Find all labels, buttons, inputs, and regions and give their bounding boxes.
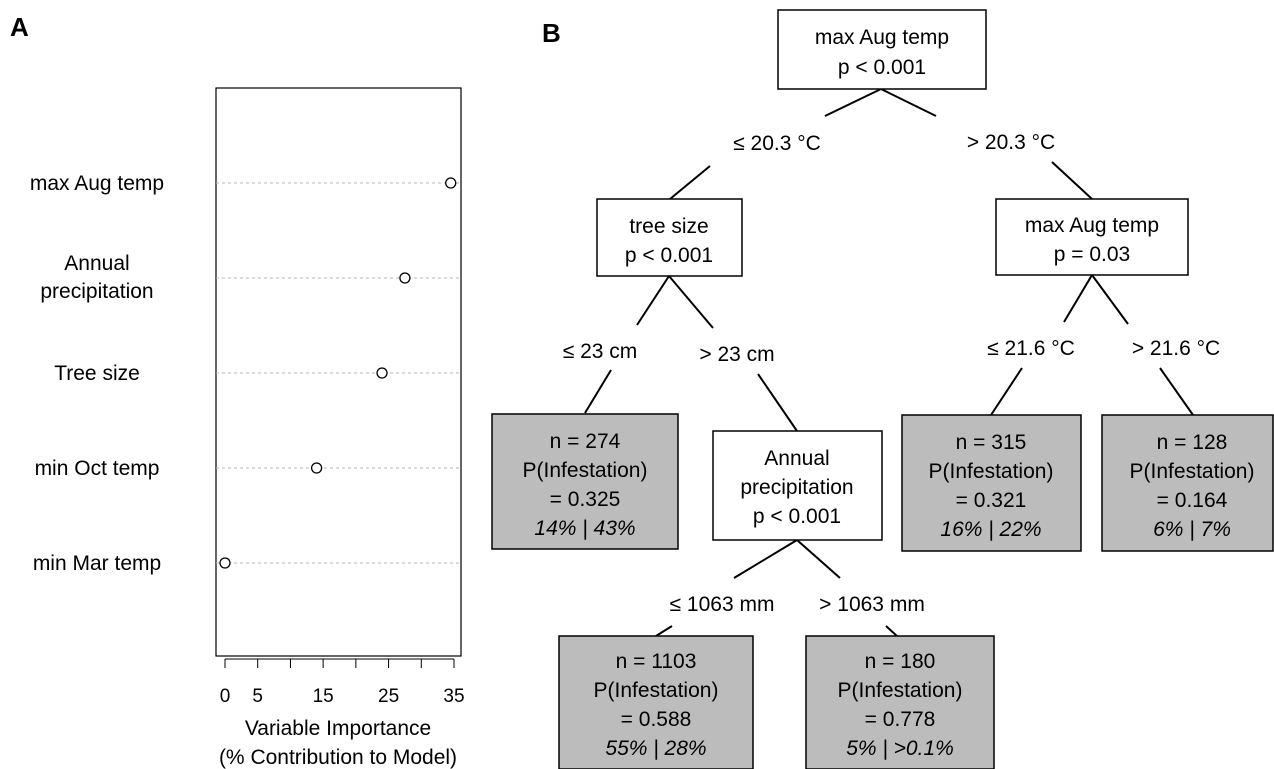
edge-root-right	[880, 88, 937, 117]
edge-ts-left-lower	[584, 369, 612, 414]
leaf-percentages: 16% | 22%	[940, 518, 1041, 541]
leaf-percentages: 55% | 28%	[605, 737, 706, 760]
node-tree-size-p: p < 0.001	[625, 244, 713, 267]
node-annual-line2: precipitation	[740, 476, 853, 499]
leaf-n: n = 1103	[616, 650, 697, 673]
leaf-value: = 0.588	[621, 708, 692, 731]
leaf-value: = 0.325	[550, 488, 621, 511]
category-label: min Oct temp	[35, 457, 160, 480]
data-point	[376, 367, 388, 379]
category-label: min Mar temp	[33, 552, 161, 575]
leaf-n: n = 274	[550, 430, 621, 453]
node-max-aug-p: p = 0.03	[1054, 243, 1130, 266]
data-point	[399, 272, 411, 284]
panel-a-label: A	[10, 12, 29, 42]
edge-root-left-lower	[669, 165, 711, 200]
leaf-node: n = 128 P(Infestation) = 0.164 6% | 7%	[1101, 414, 1274, 552]
edge-label-root-left: ≤ 20.3 °C	[733, 132, 821, 155]
plot-frame	[215, 87, 462, 657]
node-root-var: max Aug temp	[815, 26, 949, 49]
leaf-value: = 0.778	[865, 708, 936, 731]
edge-ap-left-lower	[655, 625, 673, 637]
edge-ap-right	[796, 539, 841, 579]
x-tick-label: 5	[252, 686, 263, 707]
edge-label-ts-right: > 23 cm	[699, 343, 774, 366]
data-point	[310, 462, 323, 474]
leaf-p-label: P(Infestation)	[929, 460, 1054, 483]
node-root-p: p < 0.001	[838, 56, 926, 79]
x-tick-label: 0	[220, 686, 231, 707]
edge-ap-right-lower	[885, 625, 898, 637]
data-point	[445, 177, 457, 189]
category-label: max Aug temp	[30, 172, 164, 195]
edge-label-ts-left: ≤ 23 cm	[563, 340, 638, 363]
leaf-p-label: P(Infestation)	[594, 679, 719, 702]
leaf-n: n = 180	[865, 650, 936, 673]
edge-ma-left	[1063, 274, 1093, 323]
edge-ma-right	[1091, 274, 1129, 325]
leaf-p-label: P(Infestation)	[1130, 460, 1255, 483]
node-max-aug-var: max Aug temp	[1025, 214, 1159, 237]
panel-b-label: B	[542, 18, 561, 48]
leaf-node: n = 1103 P(Infestation) = 0.588 55% | 28…	[558, 635, 754, 769]
edge-ap-left	[733, 539, 798, 579]
x-axis-title: Variable Importance	[245, 717, 431, 740]
leaf-value: = 0.164	[1157, 489, 1228, 512]
leaf-n: n = 315	[956, 431, 1027, 454]
edge-root-right-lower	[1051, 161, 1093, 200]
x-tick-label: 15	[313, 686, 334, 707]
leaf-percentages: 6% | 7%	[1153, 518, 1231, 541]
tree-edges	[584, 88, 1194, 637]
leaf-node: n = 274 P(Infestation) = 0.325 14% | 43%	[491, 413, 679, 550]
leaf-percentages: 14% | 43%	[534, 517, 635, 540]
leaf-percentages: 5% | >0.1%	[846, 737, 954, 760]
edge-ts-right-lower	[757, 373, 798, 432]
x-tick-label: 25	[378, 686, 399, 707]
node-tree-size-var: tree size	[629, 215, 708, 238]
edge-ma-left-lower	[990, 367, 1023, 416]
node-annual-p: p < 0.001	[753, 505, 841, 528]
edge-label-ma-left: ≤ 21.6 °C	[987, 337, 1075, 360]
leaf-value: = 0.321	[956, 489, 1027, 512]
node-root: max Aug temp p < 0.001	[777, 9, 987, 90]
edge-label-root-right: > 20.3 °C	[967, 131, 1055, 154]
edge-ma-right-lower	[1159, 367, 1194, 416]
node-max-aug-temp-2: max Aug temp p = 0.03	[995, 198, 1189, 276]
leaf-p-label: P(Infestation)	[838, 679, 963, 702]
category-label: Tree size	[54, 362, 140, 385]
edge-root-left	[824, 88, 882, 117]
edge-label-ma-right: > 21.6 °C	[1132, 337, 1220, 360]
edge-label-ap-left: ≤ 1063 mm	[670, 593, 775, 616]
x-axis-subtitle: (% Contribution to Model)	[219, 746, 457, 769]
edge-label-ap-right: > 1063 mm	[819, 593, 925, 616]
category-label: Annual precipitation	[40, 252, 153, 303]
leaf-n: n = 128	[1157, 431, 1228, 454]
node-tree-size: tree size p < 0.001	[596, 198, 743, 277]
node-annual-line1: Annual	[764, 447, 829, 470]
node-annual-precip: Annual precipitation p < 0.001	[712, 430, 883, 541]
edge-ts-right	[668, 275, 714, 329]
importance-dotplot: max Aug temp Annual precipitation Tree size…	[30, 87, 465, 707]
leaf-node: n = 180 P(Infestation) = 0.778 5% | >0.1…	[805, 635, 995, 769]
edge-ts-left	[636, 275, 670, 326]
leaf-node: n = 315 P(Infestation) = 0.321 16% | 22%	[901, 414, 1082, 552]
leaf-p-label: P(Infestation)	[523, 459, 648, 482]
data-point	[219, 557, 231, 569]
x-tick-label: 35	[443, 686, 464, 707]
